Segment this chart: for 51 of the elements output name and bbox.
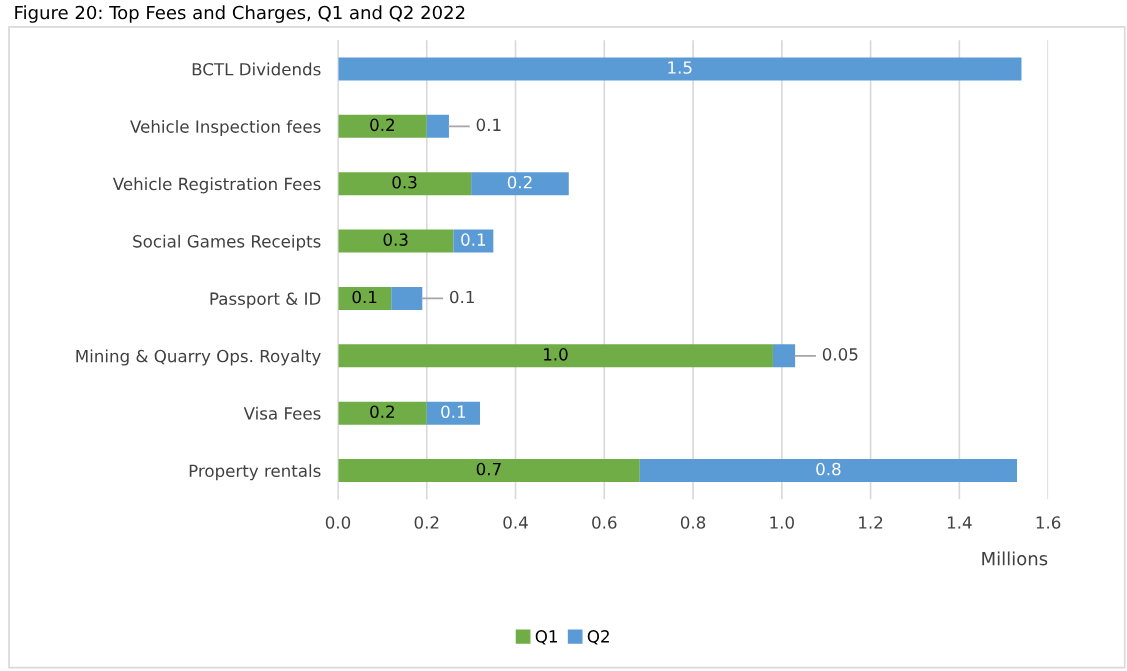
bar [337,114,427,138]
x-tick-label: 1.0 [770,516,794,529]
y-tick-label: Vehicle Inspection fees [130,119,321,137]
data-label: 1.5 [668,61,692,74]
data-label: 0.3 [383,233,408,246]
y-tick-label: Property rentals [189,464,321,481]
x-tick-label: 0.4 [503,516,528,529]
bar [337,57,1022,81]
x-tick-label: 0.6 [592,516,617,529]
bar [391,286,423,310]
y-tick-label: Mining & Quarry Ops. Royalty [76,349,321,366]
data-label: 0.1 [441,405,466,418]
bar [337,172,472,196]
data-label: 0.2 [370,405,394,418]
y-tick-label: Passport & ID [210,292,321,309]
data-label: 0.3 [392,175,417,189]
bar [337,229,454,253]
bar [337,344,773,368]
y-tick-label: Vehicle Registration Fees [112,177,321,194]
y-tick-label: Social Games Receipts [133,234,321,251]
legend-label: Q1 [535,630,557,645]
bar [337,401,427,425]
y-tick-label: BCTL Dividends [192,62,321,76]
legend-label: Q2 [587,630,609,645]
data-label: 0.8 [816,462,841,476]
x-tick-label: 1.6 [1036,516,1061,529]
data-label: 0.1 [461,233,486,246]
data-label: 0.05 [822,348,858,361]
bar [337,286,392,310]
bar [639,459,1018,483]
chart-title: Figure 20: Top Fees and Charges, Q1 and Q2 2022 [15,5,465,23]
bar [426,114,449,138]
x-axis-title: Millions [982,551,1048,566]
bar [453,229,494,253]
bar [772,344,796,368]
x-tick-label: 0.2 [414,516,439,529]
bar [337,459,640,483]
y-tick-label: Visa Fees [243,406,321,420]
data-label: 0.1 [476,118,501,132]
data-label: 1.0 [544,348,568,361]
x-tick-label: 0.0 [325,516,351,529]
data-label: 0.7 [476,462,501,476]
x-tick-label: 1.4 [947,516,972,529]
data-label: 0.1 [352,290,377,304]
x-tick-label: 0.8 [680,516,706,529]
bar [471,172,569,196]
data-label: 0.2 [507,175,532,189]
data-label: 0.1 [450,290,474,304]
bar [426,401,481,425]
x-tick-label: 1.2 [859,516,883,529]
data-label: 0.2 [370,118,394,132]
